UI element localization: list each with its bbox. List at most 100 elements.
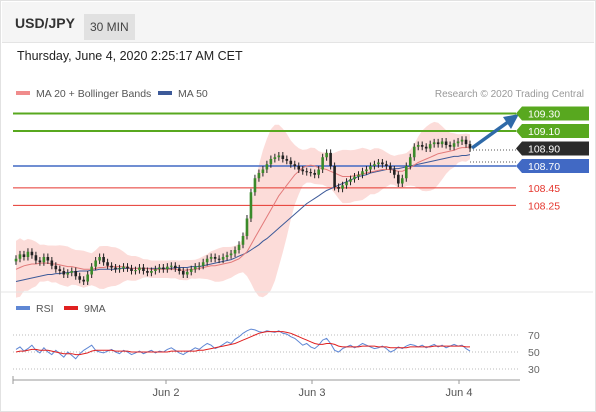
candle-body — [321, 157, 324, 170]
candles — [14, 136, 472, 285]
ma20-legend-label: MA 20 + Bollinger Bands — [36, 88, 151, 100]
candle-body — [424, 146, 428, 149]
candle — [448, 141, 452, 151]
candle — [249, 188, 253, 222]
candle-body — [30, 251, 34, 256]
candle — [397, 171, 400, 187]
candle — [46, 253, 50, 264]
candle — [22, 250, 26, 261]
candle-body — [82, 279, 86, 282]
candle-body — [281, 155, 285, 159]
candle-body — [158, 267, 161, 270]
candle — [122, 263, 125, 272]
candle-body — [301, 169, 305, 172]
candle — [385, 160, 388, 170]
candle — [173, 262, 177, 272]
candle — [209, 253, 213, 263]
candle-body — [369, 166, 372, 170]
candle — [377, 159, 380, 168]
candle-body — [436, 142, 440, 145]
candle-body — [54, 265, 58, 270]
level-label-108.70: 108.70 — [528, 161, 560, 173]
candle — [134, 266, 137, 275]
candle-body — [249, 192, 253, 219]
candle-body — [18, 254, 22, 259]
candle-body — [86, 274, 89, 282]
candle — [357, 171, 360, 180]
candle — [62, 267, 66, 278]
timeframe-badge[interactable]: 30 MIN — [84, 14, 135, 40]
candle — [452, 139, 456, 151]
candle — [369, 162, 372, 173]
candle-body — [14, 258, 18, 262]
candle — [345, 178, 348, 189]
candle — [18, 250, 22, 263]
widget-header: USD/JPY 30 MIN — [2, 2, 594, 43]
level-label-109.30: 109.30 — [528, 109, 560, 121]
candle — [253, 174, 257, 196]
candle-body — [66, 272, 70, 275]
candle-body — [377, 162, 380, 165]
candle-body — [130, 268, 133, 271]
candle — [329, 149, 332, 170]
candle-body — [134, 270, 137, 272]
candle-body — [404, 166, 408, 179]
candle — [440, 138, 444, 148]
candle-body — [468, 144, 472, 149]
candle — [404, 162, 408, 182]
candle — [325, 149, 328, 161]
candle — [34, 251, 38, 264]
candle — [416, 141, 420, 151]
candle — [349, 175, 352, 186]
candle — [30, 248, 34, 259]
candle — [424, 143, 428, 152]
candle-body — [357, 174, 360, 177]
candle-body — [110, 265, 113, 268]
candle — [70, 267, 74, 277]
level-label-108.90: 108.90 — [528, 144, 560, 156]
ma9-legend-swatch — [64, 306, 78, 310]
candle-body — [225, 255, 229, 257]
candle-body — [217, 258, 221, 260]
candle — [74, 267, 78, 280]
candle-body — [448, 145, 452, 147]
candle-body — [265, 164, 269, 170]
candle — [14, 255, 18, 265]
candle — [297, 162, 301, 173]
candle — [428, 140, 432, 152]
candle-body — [173, 265, 177, 269]
candle-body — [34, 255, 38, 261]
candle-body — [122, 266, 125, 269]
candle — [456, 138, 460, 147]
candle — [373, 160, 376, 170]
candle — [217, 255, 221, 264]
candle — [289, 157, 293, 168]
level-labels: 109.30 109.10 108.90 108.70 108.45 108.25 — [516, 106, 589, 212]
rsi-line — [15, 328, 471, 360]
candle-body — [253, 178, 257, 193]
candle-body — [233, 250, 237, 254]
candle — [98, 253, 101, 264]
candle — [281, 152, 285, 163]
candle — [66, 269, 70, 278]
candle-body — [150, 271, 153, 273]
candle — [82, 276, 86, 285]
candle-body — [353, 176, 356, 180]
candle — [177, 264, 181, 275]
candle — [420, 141, 424, 151]
candle-body — [452, 143, 456, 147]
candle — [170, 262, 173, 271]
candle — [110, 262, 113, 271]
ma50-legend-label: MA 50 — [178, 88, 208, 100]
price-levels — [13, 112, 516, 206]
candle-body — [42, 257, 46, 263]
candle — [213, 253, 217, 263]
candle-body — [325, 152, 328, 158]
candle-body — [221, 257, 225, 260]
candle — [90, 263, 93, 278]
candle-body — [257, 173, 261, 179]
candle-body — [70, 271, 74, 273]
candle — [381, 159, 384, 168]
timestamp-line: Thursday, June 4, 2020 2:25:17 AM CET — [17, 49, 243, 63]
